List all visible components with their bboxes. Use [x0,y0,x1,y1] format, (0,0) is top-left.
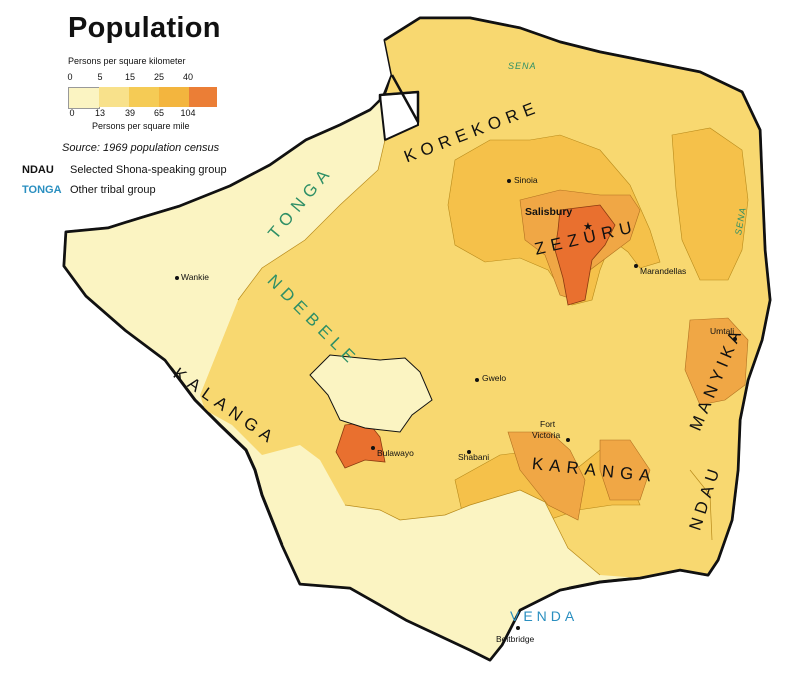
city-wankie: Wankie [181,272,210,282]
country-border [62,16,772,662]
city-fort-victoria-line2: Victoria [532,430,561,440]
legend-swatch-0-5 [68,87,100,109]
tribal-boundary [689,469,713,541]
city-fort-victoria-line1: Fort [540,419,556,429]
density-zone-25-40-manyika [684,317,749,406]
city-beitbridge: Beitbridge [496,634,535,644]
legend-top-tick: 25 [153,72,165,82]
density-zone-0-5-venda [282,490,600,660]
legend-bottom-tick: 39 [124,108,136,118]
key-other-code: TONGA [22,184,62,196]
city-bulawayo: Bulawayo [377,448,414,458]
city-gwelo: Gwelo [482,373,507,383]
city-marker [516,626,520,630]
tribal-boundary [237,139,386,301]
city-marker [733,337,737,341]
key-shona: NDAU Selected Shona-speaking group [22,164,227,176]
legend-bottom-label: Persons per square mile [92,121,190,131]
legend-bottom-tick: 0 [69,108,75,118]
city-marker [175,276,179,280]
density-zone-25-40-karanga [507,431,586,521]
city-marker [475,378,479,382]
legend-swatch-15-25 [129,87,159,107]
city-marandellas: Marandellas [640,266,687,276]
city-marker [507,179,511,183]
city-marker [371,446,375,450]
source-note: Source: 1969 population census [62,142,220,154]
tribal-boundary [344,489,601,576]
legend-top-label: Persons per square kilometer [68,56,186,66]
density-zone-40plus-salisbury [554,204,616,306]
density-zone-0-5-tonga [64,95,386,395]
legend-swatch-40plus [189,87,217,107]
key-shona-text: Selected Shona-speaking group [70,164,227,176]
legend-bottom-tick: 104 [180,108,196,118]
city-sinoia: Sinoia [514,175,538,185]
capital-star-icon: ★ [583,221,593,233]
group-venda: VENDA [510,608,579,624]
city-shabani: Shabani [458,452,490,462]
legend-top-tick: 0 [67,72,73,82]
legend-swatch-25-40 [159,87,189,107]
key-other: TONGA Other tribal group [22,184,156,196]
legend-bottom-tick: 65 [153,108,165,118]
map-title: Population [68,12,221,44]
legend-top-tick: 40 [182,72,194,82]
density-zone-25-40-east-karanga [599,439,651,501]
city-marker [634,264,638,268]
city-umtali: Umtali [710,326,735,336]
group-sena-north: SENA [508,61,537,71]
density-zone-0-5-central [309,354,433,433]
legend-top-tick: 15 [124,72,136,82]
legend-top-tick: 5 [97,72,103,82]
legend-bottom-tick: 13 [94,108,106,118]
city-marker [566,438,570,442]
city-salisbury: Salisbury [525,206,573,218]
key-other-text: Other tribal group [70,184,156,196]
city-marker [467,450,471,454]
key-shona-code: NDAU [22,164,54,176]
legend-swatch-5-15 [99,87,129,107]
density-zone-15-25-east [671,127,749,281]
